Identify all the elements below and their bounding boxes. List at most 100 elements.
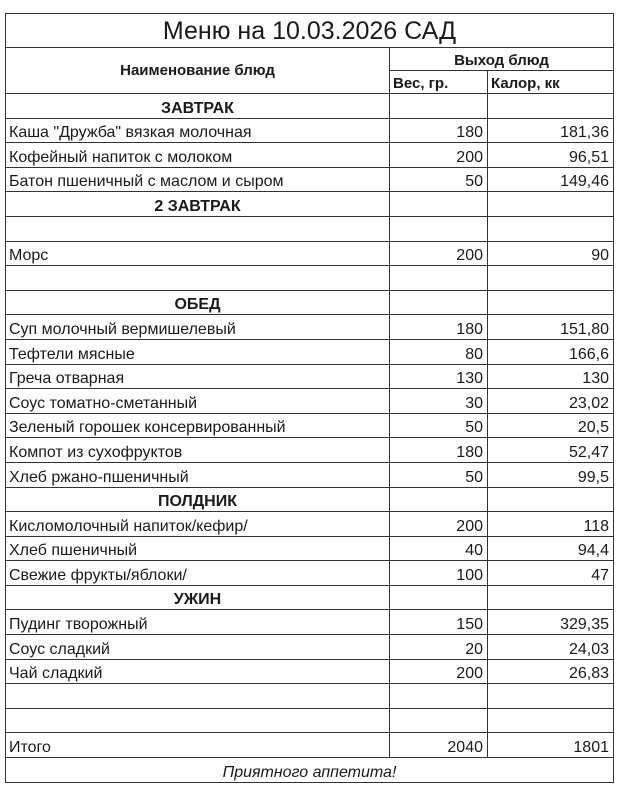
dish-name: Греча отварная [5,363,390,390]
empty-row [5,683,614,709]
dish-calories: 118 [487,511,614,537]
header-output: Выход блюд [389,47,614,71]
dish-name: Соус томатно-сметанный [5,388,390,414]
dish-calories: 20,5 [487,412,614,439]
dish-weight: 200 [389,142,488,168]
dish-name: Компот из сухофруктов [5,437,390,463]
section-title: ЗАВТРАК [5,93,390,119]
total-label: Итого [5,732,390,759]
dish-name: Каша "Дружба" вязкая молочная [5,117,390,144]
dish-name [5,215,390,242]
dish-weight: 100 [389,560,488,586]
dish-calories: 96,51 [487,142,614,168]
dish-name: Чай сладкий [5,658,390,685]
total-calories: 1801 [487,732,614,759]
dish-weight: 50 [389,166,488,193]
section-row: 2 ЗАВТРАК [5,191,614,217]
dish-name: Хлеб ржано-пшеничный [5,461,390,488]
table-row: Греча отварная 130 130 [5,363,614,390]
calories-cell [487,215,614,242]
weight-cell [389,289,488,316]
section-row: ПОЛДНИК [5,486,614,513]
calories-cell [487,584,614,611]
section-title: 2 ЗАВТРАК [5,191,390,217]
dish-name: Свежие фрукты/яблоки/ [5,560,390,586]
header-row: Наименование блюд Выход блюд [5,47,614,94]
page-title: Меню на 10.03.2026 САД [5,13,614,48]
section-row: УЖИН [5,584,614,611]
dish-calories: 90 [487,240,614,267]
dish-name: Зеленый горошек консервированный [5,412,390,439]
dish-weight: 20 [389,634,488,660]
dish-name: Пудинг творожный [5,609,390,636]
table-row: Соус сладкий 20 24,03 [5,634,614,660]
empty-row [5,707,614,734]
dish-weight: 180 [389,314,488,340]
calories-cell [487,486,614,513]
table-row: Кофейный напиток с молоком 200 96,51 [5,142,614,168]
weight-cell [389,265,488,291]
footer-row: Приятного аппетита! [5,757,614,784]
dish-weight: 40 [389,535,488,562]
dish-weight: 50 [389,461,488,488]
title-row: Меню на 10.03.2026 САД [5,13,614,48]
dish-weight: 180 [389,437,488,463]
dish-calories: 149,46 [487,166,614,193]
dish-name: Кисломолочный напиток/кефир/ [5,511,390,537]
dish-calories: 151,80 [487,314,614,340]
dish-calories: 94,4 [487,535,614,562]
total-weight: 2040 [389,732,488,759]
table-row: Тефтели мясные 80 166,6 [5,338,614,365]
table-row: Батон пшеничный с маслом и сыром 50 149,46 [5,166,614,193]
dish-calories: 329,35 [487,609,614,636]
dish-calories: 23,02 [487,388,614,414]
dish-name [5,707,390,734]
dish-weight: 130 [389,363,488,390]
dish-weight: 50 [389,412,488,439]
table-row: Компот из сухофруктов 180 52,47 [5,437,614,463]
dish-weight: 180 [389,117,488,144]
dish-calories: 52,47 [487,437,614,463]
dish-name: Батон пшеничный с маслом и сыром [5,166,390,193]
total-row: Итого 2040 1801 [5,732,614,759]
calories-cell [487,289,614,316]
calories-cell [487,683,614,709]
table-row: Пудинг творожный 150 329,35 [5,609,614,636]
table-row: Свежие фрукты/яблоки/100 47 [5,560,614,586]
section-title: ОБЕД [5,289,390,316]
dish-weight: 200 [389,658,488,685]
section-title: УЖИН [5,584,390,611]
dish-calories: 47 [487,560,614,586]
calories-cell [487,93,614,119]
calories-cell [487,707,614,734]
calories-cell [487,191,614,217]
header-subrow: Вес, гр. Калор, кк [6,70,614,94]
dish-weight: 80 [389,338,488,365]
section-title: ПОЛДНИК [5,486,390,513]
dish-name [5,683,390,709]
table-row: Хлеб пшеничный 40 94,4 [5,535,614,562]
table-row: Соус томатно-сметанный 30 23,02 [5,388,614,414]
dish-calories: 181,36 [487,117,614,144]
table-row: Каша "Дружба" вязкая молочная 180 181,36 [5,117,614,144]
weight-cell [389,215,488,242]
dish-name: Соус сладкий [5,634,390,660]
empty-row [5,215,614,242]
dish-name: Тефтели мясные [5,338,390,365]
calories-cell [487,265,614,291]
empty-row [5,265,614,291]
dish-calories: 166,6 [487,338,614,365]
weight-cell [389,584,488,611]
dish-name: Суп молочный вермишелевый [5,314,390,340]
weight-cell [389,486,488,513]
weight-cell [389,707,488,734]
dish-name [5,265,390,291]
dish-calories: 130 [487,363,614,390]
dish-name: Хлеб пшеничный [5,535,390,562]
table-row: Кисломолочный напиток/кефир/200 118 [5,511,614,537]
header-weight: Вес, гр. [389,70,488,94]
table-row: Чай сладкий 200 26,83 [5,658,614,685]
dish-name: Кофейный напиток с молоком [5,142,390,168]
dish-calories: 99,5 [487,461,614,488]
footer-text: Приятного аппетита! [5,757,614,784]
